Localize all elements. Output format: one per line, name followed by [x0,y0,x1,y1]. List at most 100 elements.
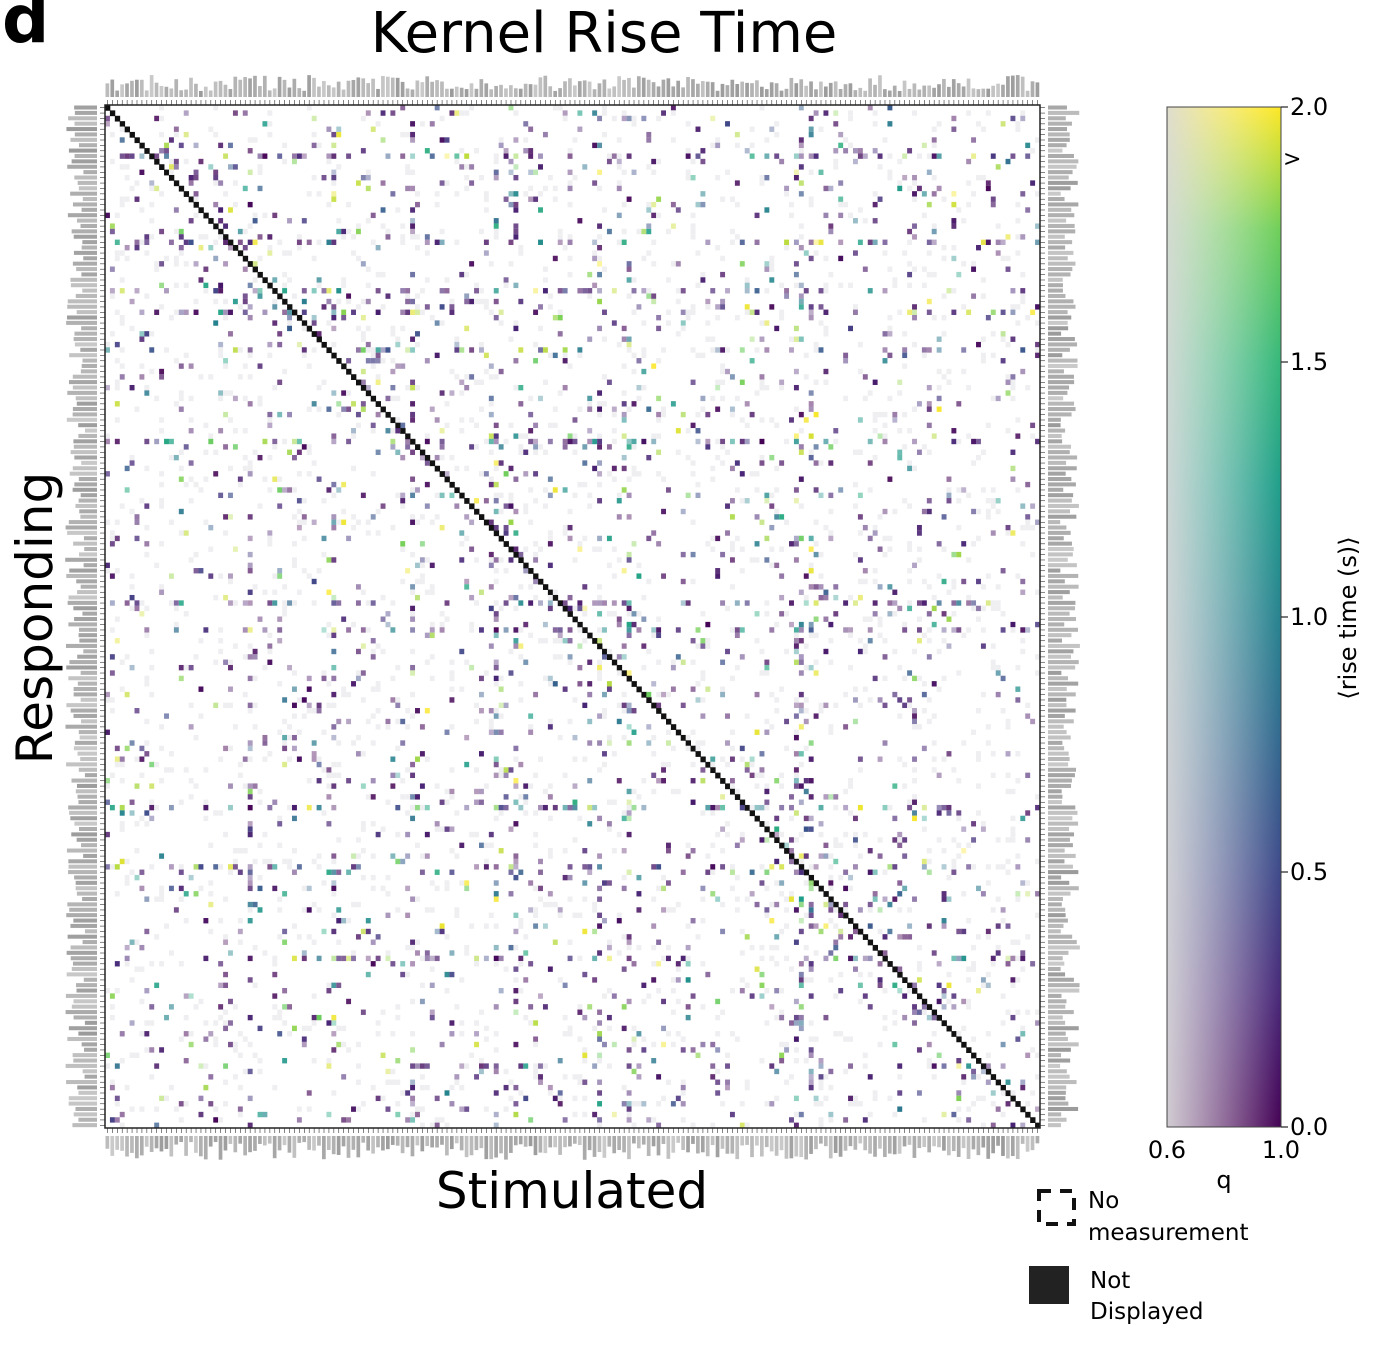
no-measurement-cell [351,621,356,628]
heatmap-cell [995,950,1001,956]
x-tick-label-top [454,86,459,97]
no-measurement-cell [282,158,288,165]
heatmap-cell [375,309,381,315]
heatmap-cell [346,869,352,875]
heatmap-cell [646,207,652,213]
heatmap-cell [749,756,755,762]
no-measurement-cell [488,476,494,482]
no-measurement-cell [287,864,292,870]
diagonal-cell [405,433,411,440]
no-measurement-cell [985,498,991,504]
heatmap-cell [405,298,411,305]
heatmap-cell [173,164,179,170]
x-tick-label-bottom [691,1136,695,1144]
heatmap-cell [410,417,416,423]
heatmap-cell [902,885,908,892]
heatmap-cell [1005,923,1011,929]
no-measurement-cell [1015,201,1021,208]
no-measurement-cell [980,336,986,342]
heatmap-cell [1005,955,1011,962]
x-tick-label-top [794,83,799,97]
heatmap-cell [139,745,145,752]
heatmap-cell [754,288,760,294]
heatmap-cell [513,530,519,536]
heatmap-cell [680,702,686,709]
heatmap-cell [784,185,790,192]
heatmap-cell [606,740,612,746]
x-tick-label-bottom [740,1136,745,1146]
y-tick-label-right [1048,993,1062,998]
diagonal-cell [119,121,126,127]
no-measurement-cell [218,627,224,633]
no-measurement-cell [921,212,927,219]
heatmap-cell [813,864,819,870]
y-tick-label-left [65,525,97,530]
no-measurement-cell [695,481,701,488]
y-tick-label-right [1048,1047,1071,1052]
no-measurement-cell [508,261,514,267]
no-measurement-cell [582,535,588,542]
no-measurement-cell [611,751,617,757]
no-measurement-cell [168,519,174,525]
heatmap-cell [105,562,110,569]
no-measurement-cell [105,783,110,789]
no-measurement-cell [547,535,553,542]
heatmap-cell [744,761,750,768]
y-tick-label-left [78,433,97,438]
x-tick-label-top [799,79,804,97]
no-measurement-cell [951,611,957,617]
heatmap-cell [798,659,804,665]
heatmap-cell [946,616,952,622]
x-tick-label-top [139,79,144,97]
x-tick-label-bottom [376,1136,380,1148]
no-measurement-cell [720,368,726,375]
no-measurement-cell [872,454,878,461]
heatmap-cell [272,864,278,870]
heatmap-cell [370,654,376,660]
x-tick-label-top [238,79,243,97]
no-measurement-cell [523,433,529,439]
x-tick-label-bottom [149,1136,154,1152]
x-tick-label-bottom [858,1136,863,1144]
no-measurement-cell [331,180,337,186]
no-measurement-cell [498,557,504,563]
heatmap-cell [872,239,878,245]
heatmap-cell [311,740,317,746]
no-measurement-cell [144,250,150,256]
no-measurement-cell [360,697,366,703]
heatmap-cell [444,729,450,735]
no-measurement-cell [1025,702,1031,709]
diagonal-cell [242,255,249,262]
no-measurement-cell [277,934,283,940]
heatmap-cell [926,309,932,315]
diagonal-cell [818,885,824,892]
diagonal-cell [203,212,209,219]
no-measurement-cell [887,804,893,811]
no-measurement-cell [547,815,553,822]
no-measurement-cell [208,928,214,935]
heatmap-cell [784,239,790,245]
heatmap-cell [774,858,780,865]
no-measurement-cell [542,487,548,493]
heatmap-cell [902,627,908,633]
no-measurement-cell [380,594,386,601]
diagonal-cell [867,939,874,946]
no-measurement-cell [149,799,155,805]
no-measurement-cell [685,309,691,315]
no-measurement-cell [341,234,347,240]
no-measurement-cell [400,325,406,332]
no-measurement-cell [606,471,612,477]
x-tick-label-top [518,88,523,97]
no-measurement-cell [173,255,179,262]
no-measurement-cell [144,681,150,687]
heatmap-cell [326,557,332,563]
no-measurement-cell [670,788,676,795]
no-measurement-cell [936,686,942,692]
no-measurement-cell [513,605,519,612]
no-measurement-cell [666,691,671,698]
heatmap-cell [764,347,770,353]
heatmap-cell [178,869,184,875]
no-measurement-cell [183,352,189,359]
no-measurement-cell [744,422,750,429]
heatmap-cell [926,169,932,175]
